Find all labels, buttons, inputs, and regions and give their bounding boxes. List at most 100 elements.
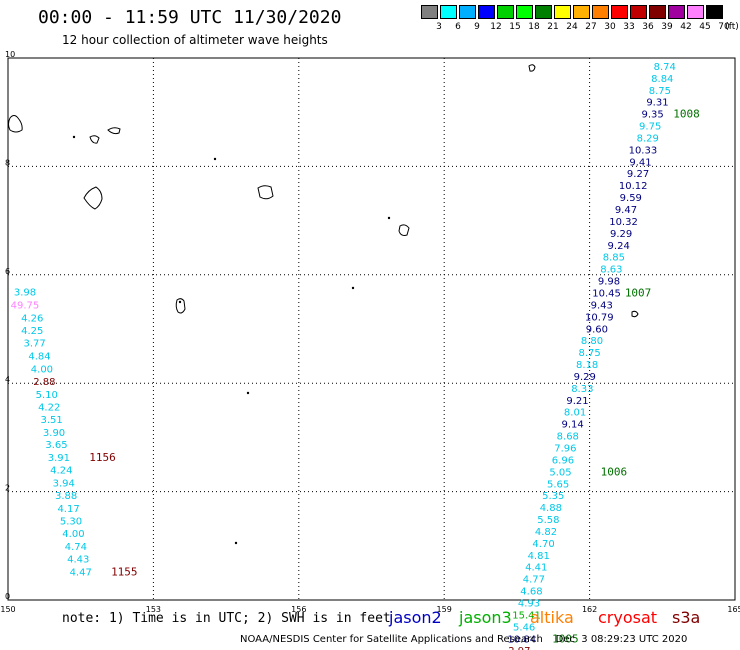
x-tick-label: 162 <box>582 605 597 614</box>
wave-height-label: 4.00 <box>62 529 84 540</box>
colorbar-swatch <box>687 5 704 19</box>
wave-height-label: 4.22 <box>38 402 60 413</box>
units-note: note: 1) Time is in UTC; 2) SWH is in fe… <box>62 611 391 626</box>
island-outline <box>8 115 23 133</box>
wave-height-label: 9.41 <box>629 157 651 168</box>
map-frame <box>7 57 736 601</box>
wave-height-label: 8.18 <box>576 360 598 371</box>
wave-height-label: 3.51 <box>40 415 62 426</box>
legend-jason3: jason3 <box>459 608 512 627</box>
colorbar-swatch <box>478 5 495 19</box>
colorbar-label: 18 <box>528 22 540 32</box>
wave-height-label: 9.43 <box>591 300 613 311</box>
wave-height-label: 4.68 <box>520 587 542 598</box>
wave-height-label: 9.60 <box>586 324 608 335</box>
wave-height-label: 2.88 <box>33 377 55 388</box>
colorbar-swatch <box>516 5 533 19</box>
colorbar-swatch <box>421 5 438 19</box>
wave-height-label: 9.14 <box>562 420 584 431</box>
x-tick-label: 159 <box>437 605 452 614</box>
footer-credit: NOAA/NESDIS Center for Satellite Applica… <box>240 634 688 645</box>
wave-height-label: 10.45 <box>592 288 621 299</box>
wave-height-label: 8.33 <box>571 384 593 395</box>
colorbar-swatch <box>592 5 609 19</box>
islet-dot <box>213 157 217 161</box>
wave-height-label: 4.81 <box>528 551 550 562</box>
colorbar-swatch <box>706 5 723 19</box>
legend-cryosat: cryosat <box>598 608 658 627</box>
wave-height-label: 4.00 <box>31 364 53 375</box>
wave-height-label: 3.98 <box>14 287 36 298</box>
wave-height-label: 4.74 <box>65 542 87 553</box>
wave-height-label: 8.63 <box>600 265 622 276</box>
colorbar-label: 30 <box>604 22 616 32</box>
colorbar-label: 24 <box>566 22 578 32</box>
wave-height-label: 9.29 <box>574 372 596 383</box>
colorbar-label: 27 <box>585 22 597 32</box>
wave-height-label: 9.31 <box>646 98 668 109</box>
colorbar-swatch <box>497 5 514 19</box>
wave-height-label: 15.41 <box>512 610 541 621</box>
wave-height-label: 9.47 <box>615 205 637 216</box>
legend-jason2: jason2 <box>389 608 442 627</box>
wave-height-label: 4.17 <box>57 504 79 515</box>
wave-height-label: 5.58 <box>537 515 559 526</box>
wave-height-label: 4.41 <box>525 563 547 574</box>
wave-height-label: 8.80 <box>581 336 603 347</box>
wave-height-label: 9.24 <box>608 241 630 252</box>
wave-height-label: 4.43 <box>67 555 89 566</box>
wave-height-label: 10.12 <box>619 181 648 192</box>
colorbar-label: 36 <box>642 22 654 32</box>
colorbar-label: 45 <box>699 22 711 32</box>
islet-dot <box>387 216 391 220</box>
wave-height-label: 5.10 <box>36 390 58 401</box>
island-outline <box>89 135 100 144</box>
wave-height-label: 3.88 <box>55 491 77 502</box>
x-tick-label: 150 <box>0 605 15 614</box>
wave-height-label: 4.26 <box>21 313 43 324</box>
islet-dot <box>246 391 250 395</box>
wave-height-label: 6.96 <box>552 455 574 466</box>
wave-height-label: 8.85 <box>603 253 625 264</box>
wave-height-label: 9.21 <box>566 396 588 407</box>
wave-height-label: 9.27 <box>627 169 649 180</box>
wave-height-label: 4.47 <box>70 568 92 579</box>
wave-height-label: 3.65 <box>45 440 67 451</box>
colorbar-label: 21 <box>547 22 559 32</box>
wave-height-label: 49.75 <box>11 300 40 311</box>
colorbar-swatch <box>459 5 476 19</box>
colorbar-label: 12 <box>490 22 502 32</box>
y-tick-label: 6 <box>5 267 10 276</box>
island-outline <box>528 64 536 72</box>
wave-height-label: 10.79 <box>585 312 614 323</box>
y-tick-label: 2 <box>5 484 10 493</box>
wave-height-label: 4.88 <box>540 503 562 514</box>
wave-height-label: 8.84 <box>651 74 673 85</box>
islet-dot <box>178 300 182 304</box>
island-outline <box>175 298 186 314</box>
island-outline <box>83 186 103 210</box>
wave-height-label: 4.77 <box>523 575 545 586</box>
wave-height-label: 8.29 <box>637 133 659 144</box>
wave-height-label: 4.93 <box>518 599 540 610</box>
wave-height-label: 5.65 <box>547 479 569 490</box>
wave-height-label: 4.82 <box>535 527 557 538</box>
islet-dot <box>234 541 238 545</box>
colorbar-swatch <box>611 5 628 19</box>
wave-height-label: 4.24 <box>50 466 72 477</box>
pass-time-label: 1155 <box>111 566 138 579</box>
wave-height-label: 5.05 <box>549 467 571 478</box>
wave-height-label: 9.59 <box>620 193 642 204</box>
wave-height-label: 9.98 <box>598 277 620 288</box>
pass-time-label: 1007 <box>625 286 652 299</box>
wave-height-label: 2.97 <box>508 646 530 650</box>
map-title: 00:00 - 11:59 UTC 11/30/2020 <box>38 7 342 28</box>
legend-altika: altika <box>530 608 574 627</box>
colorbar-label: 15 <box>509 22 521 32</box>
wave-height-label: 10.32 <box>609 217 638 228</box>
colorbar-label: 39 <box>661 22 673 32</box>
x-tick-label: 165 <box>727 605 740 614</box>
colorbar-label: 33 <box>623 22 635 32</box>
y-tick-label: 4 <box>5 375 10 384</box>
wave-height-label: 8.01 <box>564 408 586 419</box>
